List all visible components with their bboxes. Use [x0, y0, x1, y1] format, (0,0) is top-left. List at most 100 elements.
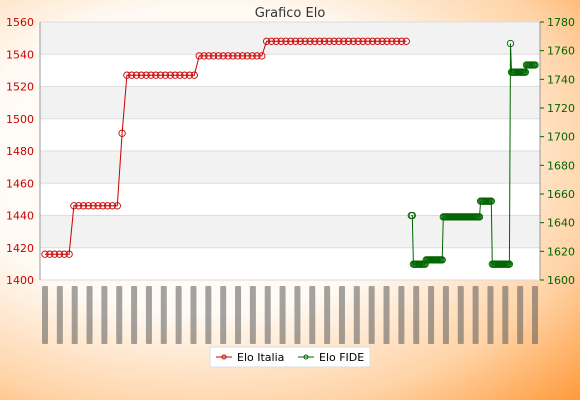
- series-point: [171, 71, 179, 79]
- series-point: [521, 68, 530, 76]
- series-point: [89, 202, 97, 210]
- right-tick-label: 1760: [547, 45, 575, 58]
- series-point: [320, 37, 329, 45]
- series-point: [505, 260, 514, 268]
- x-tick-label: [324, 286, 331, 344]
- left-tick-label: 1520: [6, 81, 34, 94]
- series-point: [277, 37, 285, 45]
- x-tick-label: [86, 286, 93, 344]
- x-tick-label: [249, 286, 256, 344]
- x-tick-label: [131, 286, 138, 344]
- legend-fide-label: Elo FIDE: [319, 351, 364, 364]
- series-point: [531, 61, 539, 69]
- series-point: [408, 211, 416, 220]
- right-tick-label: 1780: [547, 16, 575, 29]
- series-point: [75, 202, 83, 210]
- series-point: [214, 52, 223, 60]
- x-tick-label: [368, 286, 375, 344]
- series-point: [282, 37, 290, 45]
- legend-italia-label: Elo Italia: [237, 351, 284, 364]
- x-tick-label: [338, 286, 345, 344]
- series-point: [209, 52, 218, 60]
- right-tick-label: 1700: [547, 131, 575, 144]
- x-tick-label: [398, 286, 405, 344]
- series-point: [142, 71, 150, 79]
- left-tick-label: 1440: [6, 210, 34, 223]
- series-point: [383, 37, 391, 45]
- series-point: [70, 202, 78, 210]
- series-point: [373, 37, 382, 45]
- right-tick-label: 1720: [547, 102, 575, 115]
- legend-box: [209, 346, 371, 368]
- series-point: [475, 213, 484, 221]
- series-point: [388, 37, 396, 45]
- series-point: [378, 37, 386, 45]
- right-axis-ticks: 1600 1620 1640 1660 1680 1700 1720 1740 1760 1780: [540, 16, 575, 287]
- x-tick-label: [101, 286, 108, 344]
- plot-bands: [39, 21, 541, 281]
- series-point: [296, 37, 304, 45]
- series-point: [94, 202, 102, 210]
- plot-band: [40, 86, 540, 119]
- series-point: [205, 52, 213, 60]
- left-tick-label: 1560: [6, 16, 34, 29]
- series-point: [325, 37, 333, 45]
- plot-band: [40, 247, 540, 280]
- series-point: [402, 37, 410, 45]
- left-tick-label: 1540: [6, 48, 34, 61]
- x-tick-label: [353, 286, 360, 344]
- series-point: [262, 37, 271, 45]
- right-tick-label: 1740: [547, 73, 575, 86]
- series-point: [79, 202, 88, 210]
- series-point: [234, 52, 242, 60]
- left-tick-label: 1420: [6, 242, 34, 255]
- series-point: [224, 52, 232, 60]
- x-tick-label: [220, 286, 227, 344]
- series-point: [156, 71, 165, 79]
- x-tick-label: [279, 286, 286, 344]
- series-point: [340, 37, 348, 45]
- left-tick-label: 1460: [6, 177, 34, 190]
- x-tick-label: [457, 286, 464, 344]
- legend-fide-marker: [303, 354, 309, 360]
- series-point: [46, 250, 54, 258]
- series-point: [84, 202, 93, 210]
- series-point: [344, 37, 353, 45]
- series-point: [359, 37, 367, 45]
- series-point: [291, 37, 300, 45]
- series-point: [253, 52, 261, 60]
- series-point: [397, 37, 406, 45]
- series-point: [258, 52, 266, 60]
- right-tick-label: 1640: [547, 217, 575, 230]
- series-point: [50, 250, 59, 258]
- series-point: [118, 129, 126, 137]
- left-tick-label: 1480: [6, 145, 34, 158]
- right-tick-label: 1600: [547, 274, 575, 287]
- right-tick-label: 1680: [547, 159, 575, 172]
- series-point: [195, 52, 203, 60]
- series-point: [238, 52, 247, 60]
- right-tick-label: 1660: [547, 188, 575, 201]
- series-point: [219, 52, 227, 60]
- series-point: [287, 37, 295, 45]
- x-tick-label: [383, 286, 390, 344]
- series-point: [99, 202, 107, 210]
- x-tick-label: [160, 286, 167, 344]
- x-tick-label: [532, 286, 538, 344]
- plot-band: [40, 151, 540, 184]
- x-tick-label: [235, 286, 242, 344]
- series-point: [176, 71, 184, 79]
- x-tick-label: [294, 286, 301, 344]
- series-point: [368, 37, 377, 45]
- x-tick-label: [116, 286, 123, 344]
- series-point: [181, 71, 189, 79]
- x-tick-label: [428, 286, 435, 344]
- left-tick-label: 1500: [6, 113, 34, 126]
- right-tick-label: 1620: [547, 245, 575, 258]
- x-tick-label: [71, 286, 78, 344]
- x-tick-label: [175, 286, 182, 344]
- series-point: [243, 52, 251, 60]
- series-point: [306, 37, 314, 45]
- series-point: [267, 37, 276, 45]
